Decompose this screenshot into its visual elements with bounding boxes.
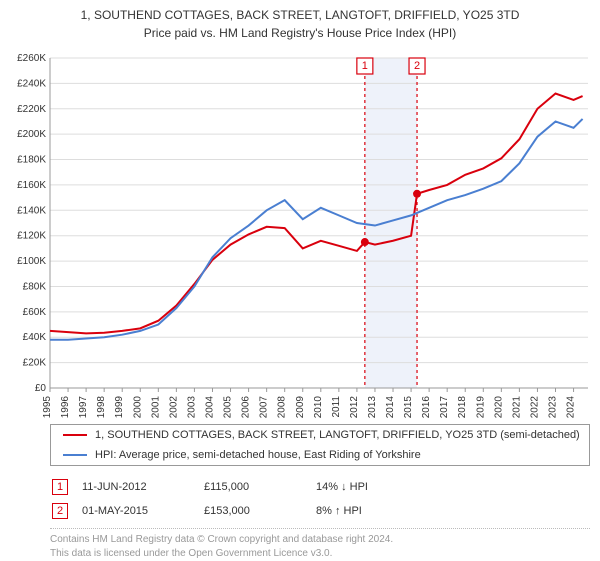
svg-text:1996: 1996 xyxy=(60,396,71,418)
price-chart: £0 £20K £40K £60K £80K £100K £120K £140K £160K £1… xyxy=(10,48,590,418)
svg-text:2016: 2016 xyxy=(421,396,432,418)
svg-text:2017: 2017 xyxy=(439,396,450,418)
svg-text:£40K: £40K xyxy=(23,332,47,343)
table-row: 1 11-JUN-2012 £115,000 14% ↓ HPI xyxy=(52,476,380,498)
svg-text:£120K: £120K xyxy=(17,231,46,242)
svg-text:£200K: £200K xyxy=(17,129,46,140)
svg-text:2002: 2002 xyxy=(168,396,179,418)
svg-text:£140K: £140K xyxy=(17,205,46,216)
sale-number: 2 xyxy=(57,505,63,517)
svg-text:2012: 2012 xyxy=(349,396,360,418)
title-line-2: Price paid vs. HM Land Registry's House … xyxy=(144,26,456,40)
svg-text:£160K: £160K xyxy=(17,180,46,191)
svg-text:2000: 2000 xyxy=(132,396,143,418)
svg-text:£180K: £180K xyxy=(17,155,46,166)
sale-vs-hpi: 14% ↓ HPI xyxy=(316,476,380,498)
svg-text:2006: 2006 xyxy=(241,396,252,418)
legend-item: HPI: Average price, semi-detached house,… xyxy=(51,445,589,465)
sale-price: £153,000 xyxy=(204,500,314,522)
sale-date: 01-MAY-2015 xyxy=(82,500,202,522)
sale-vs-hpi: 8% ↑ HPI xyxy=(316,500,380,522)
footnote-line: Contains HM Land Registry data © Crown c… xyxy=(50,534,393,545)
svg-text:2008: 2008 xyxy=(277,396,288,418)
hpi-suffix: HPI xyxy=(344,505,362,517)
svg-text:1: 1 xyxy=(362,60,368,72)
svg-text:2024: 2024 xyxy=(566,396,577,418)
arrow-down-icon: ↓ xyxy=(341,481,347,493)
svg-text:2: 2 xyxy=(414,60,420,72)
footnote-line: This data is licensed under the Open Gov… xyxy=(50,548,332,559)
legend: 1, SOUTHEND COTTAGES, BACK STREET, LANGT… xyxy=(50,424,590,466)
hpi-delta: 14% xyxy=(316,481,338,493)
svg-text:2021: 2021 xyxy=(511,396,522,418)
svg-text:2004: 2004 xyxy=(204,396,215,418)
svg-text:2022: 2022 xyxy=(529,396,540,418)
svg-text:2018: 2018 xyxy=(457,396,468,418)
hpi-suffix: HPI xyxy=(350,481,368,493)
svg-text:1999: 1999 xyxy=(114,396,125,418)
sale-date: 11-JUN-2012 xyxy=(82,476,202,498)
title-line-1: 1, SOUTHEND COTTAGES, BACK STREET, LANGT… xyxy=(81,8,520,22)
svg-text:2013: 2013 xyxy=(367,396,378,418)
table-row: 2 01-MAY-2015 £153,000 8% ↑ HPI xyxy=(52,500,380,522)
legend-item: 1, SOUTHEND COTTAGES, BACK STREET, LANGT… xyxy=(51,425,589,445)
hpi-delta: 8% xyxy=(316,505,332,517)
svg-text:2009: 2009 xyxy=(295,396,306,418)
svg-text:1995: 1995 xyxy=(42,396,53,418)
svg-text:2003: 2003 xyxy=(186,396,197,418)
svg-text:£80K: £80K xyxy=(23,281,47,292)
svg-text:1998: 1998 xyxy=(96,396,107,418)
svg-text:2007: 2007 xyxy=(259,396,270,418)
svg-text:£0: £0 xyxy=(35,383,47,394)
svg-text:2019: 2019 xyxy=(475,396,486,418)
svg-text:2001: 2001 xyxy=(150,396,161,418)
svg-text:2011: 2011 xyxy=(331,396,342,418)
svg-text:£240K: £240K xyxy=(17,78,46,89)
svg-text:2023: 2023 xyxy=(548,396,559,418)
svg-text:£220K: £220K xyxy=(17,104,46,115)
sales-table: 1 11-JUN-2012 £115,000 14% ↓ HPI 2 01-MA… xyxy=(50,474,382,524)
legend-label: 1, SOUTHEND COTTAGES, BACK STREET, LANGT… xyxy=(95,429,580,441)
svg-text:£20K: £20K xyxy=(23,358,47,369)
legend-label: HPI: Average price, semi-detached house,… xyxy=(95,449,421,461)
sale-marker-badge: 2 xyxy=(52,503,68,519)
sale-marker-badge: 1 xyxy=(52,479,68,495)
legend-swatch xyxy=(63,454,87,456)
sale-number: 1 xyxy=(57,481,63,493)
svg-text:£60K: £60K xyxy=(23,307,47,318)
svg-text:2020: 2020 xyxy=(493,396,504,418)
legend-swatch xyxy=(63,434,87,436)
svg-text:£100K: £100K xyxy=(17,256,46,267)
sale-price: £115,000 xyxy=(204,476,314,498)
plot-svg: £0 £20K £40K £60K £80K £100K £120K £140K £160K £1… xyxy=(10,48,590,418)
divider xyxy=(50,528,590,529)
svg-text:2015: 2015 xyxy=(403,396,414,418)
svg-text:£260K: £260K xyxy=(17,53,46,64)
footnote: Contains HM Land Registry data © Crown c… xyxy=(50,533,590,561)
chart-title: 1, SOUTHEND COTTAGES, BACK STREET, LANGT… xyxy=(10,6,590,42)
svg-text:1997: 1997 xyxy=(78,396,89,418)
arrow-up-icon: ↑ xyxy=(335,505,341,517)
svg-text:2005: 2005 xyxy=(223,396,234,418)
svg-text:2014: 2014 xyxy=(385,396,396,418)
svg-text:2010: 2010 xyxy=(313,396,324,418)
